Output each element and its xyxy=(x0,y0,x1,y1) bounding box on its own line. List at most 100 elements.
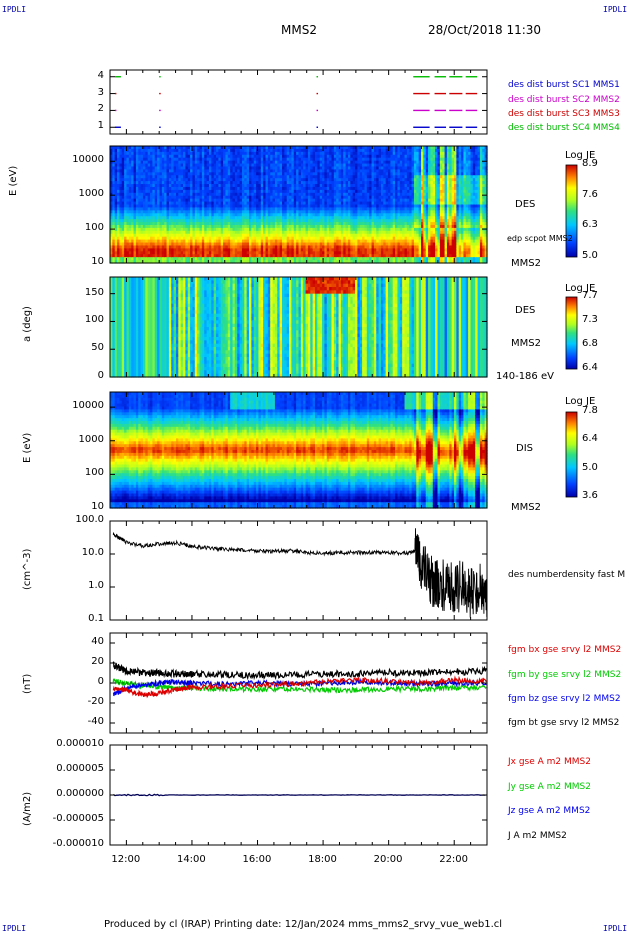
legend-burst-mms4: des dist burst SC4 MMS4 xyxy=(508,123,620,133)
des-energy-sc-label: MMS2 xyxy=(511,258,541,269)
pitch-angle-label: DES xyxy=(515,305,536,316)
current-ylabel: (A/m2) xyxy=(22,791,33,826)
des-energy-ytick: 10000 xyxy=(72,154,104,166)
burst-mark xyxy=(316,109,319,112)
dis-energy-frame xyxy=(109,391,488,509)
pitch-angle-colorbar-title: Log JE xyxy=(565,283,596,294)
burst-segment xyxy=(465,109,478,112)
legend-by: fgm by gse srvy l2 MMS2 xyxy=(508,670,622,680)
burst-segment xyxy=(465,76,478,78)
bfield-line-bt xyxy=(112,661,487,681)
des-energy-ylabel: E (eV) xyxy=(8,165,19,196)
legend-burst-mms1: des dist burst SC1 MMS1 xyxy=(508,80,620,90)
burst-segment xyxy=(434,76,447,78)
bfield-ytick: -40 xyxy=(87,716,104,727)
bfield-ytick: -20 xyxy=(87,696,104,707)
time-tick-label: 20:00 xyxy=(373,854,403,865)
burst-segment xyxy=(449,92,463,95)
des-energy-spectrogram xyxy=(110,146,488,264)
burst-ytick: 3 xyxy=(97,86,104,98)
edp-scpot-label: edp scpot MMS2 xyxy=(507,234,573,243)
legend-jx: Jx gse A m2 MMS2 xyxy=(508,757,591,767)
des-energy-ytick: 10 xyxy=(91,256,104,267)
legend-bt: fgm bt gse srvy l2 MMS2 xyxy=(508,718,620,728)
time-tick-label: 12:00 xyxy=(111,854,141,865)
pitch-frame xyxy=(109,276,488,378)
dis-energy-label: DIS xyxy=(516,443,533,454)
legend-bz: fgm bz gse srvy l2 MMS2 xyxy=(508,694,621,704)
legend-jy: Jy gse A m2 MMS2 xyxy=(508,782,591,792)
time-tick-label: 14:00 xyxy=(176,854,206,865)
density-frame xyxy=(109,520,488,621)
pitch-angle-ylabel: a (deg) xyxy=(22,306,33,342)
pitch-ytick: 0 xyxy=(97,370,104,381)
density-ytick: 10.0 xyxy=(81,547,104,558)
datetime-title: 28/Oct/2018 11:30 xyxy=(428,23,542,37)
dis-energy-spectrogram xyxy=(110,392,488,509)
time-tick-label: 16:00 xyxy=(242,854,272,865)
current-ytick: -0.000005 xyxy=(52,813,104,824)
burst-segment xyxy=(413,76,430,78)
des-energy-colorbar-tick: 5.0 xyxy=(582,250,598,261)
dis-energy-colorbar-title: Log JE xyxy=(565,396,596,407)
pitch-angle-colorbar-tick: 6.4 xyxy=(582,362,598,373)
bfield-line-bx xyxy=(112,675,487,699)
burst-mark xyxy=(316,76,319,78)
legend-burst-mms3: des dist burst SC3 MMS3 xyxy=(508,109,620,119)
dis-energy-ytick: 10 xyxy=(91,501,104,512)
bfield-line-by xyxy=(112,678,487,695)
dis-energy-colorbar-tick: 6.4 xyxy=(582,433,598,445)
burst-mark xyxy=(114,109,117,112)
bfield-ytick: 20 xyxy=(91,656,104,667)
legend-burst-mms2: des dist burst SC2 MMS2 xyxy=(508,95,620,105)
density-ytick: 0.1 xyxy=(88,613,104,624)
burst-ytick: 4 xyxy=(97,69,104,81)
density-legend: des numberdensity fast M xyxy=(508,570,626,580)
bfield-line-bz xyxy=(112,677,487,697)
footer-text: Produced by cl (IRAP) Printing date: 12/… xyxy=(104,919,503,930)
burst-segment xyxy=(449,109,463,112)
legend-jz: Jz gse A m2 MMS2 xyxy=(508,806,591,816)
dis-energy-colorbar-tick: 3.6 xyxy=(582,490,598,501)
burst-mark xyxy=(159,92,161,95)
dis-energy-ytick: 10000 xyxy=(72,400,104,412)
legend-j: J A m2 MMS2 xyxy=(508,831,567,841)
pitch-ytick: 100 xyxy=(84,314,104,326)
des-energy-colorbar-tick: 6.3 xyxy=(582,219,598,231)
burst-mark xyxy=(114,92,117,95)
des-energy-colorbar xyxy=(565,164,578,258)
pitch-ytick: 150 xyxy=(84,286,104,298)
corner-mark-top-right: IPDLI xyxy=(603,5,628,14)
pitch-angle-colorbar-tick: 7.3 xyxy=(582,314,598,325)
corner-mark-top-left: IPDLI xyxy=(2,5,27,14)
dis-energy-colorbar-tick: 7.8 xyxy=(582,405,598,416)
des-energy-ytick: 1000 xyxy=(78,188,104,200)
density-ytick: 100.0 xyxy=(75,514,104,525)
burst-segment xyxy=(413,126,430,128)
pitch-ytick: 50 xyxy=(91,342,104,354)
time-tick-label: 18:00 xyxy=(308,854,337,865)
burst-segment xyxy=(434,126,447,128)
dis-energy-colorbar xyxy=(565,411,578,498)
burst-mark xyxy=(316,126,319,128)
current-ytick: -0.000010 xyxy=(52,838,104,849)
des-energy-ytick: 100 xyxy=(84,222,104,234)
pitch-angle-colorbar-tick: 6.8 xyxy=(582,338,598,349)
burst-segment xyxy=(413,92,430,95)
burst-segment xyxy=(465,126,478,128)
burst-mark xyxy=(114,126,121,128)
current-line xyxy=(112,793,486,797)
pitch-angle-colorbar-tick: 7.7 xyxy=(582,290,598,301)
burst-segment xyxy=(434,92,447,95)
bfield-ytick: 40 xyxy=(91,636,104,647)
density-line xyxy=(112,528,488,618)
dis-energy-ylabel: E (eV) xyxy=(22,432,33,463)
current-ytick: 0.000005 xyxy=(56,763,104,774)
bfield-ytick: 0 xyxy=(97,676,104,687)
corner-mark-bottom-right: IPDLI xyxy=(603,924,628,933)
current-ytick: 0.000000 xyxy=(56,788,104,799)
corner-mark-bottom-left: IPDLI xyxy=(2,924,27,933)
burst-mark xyxy=(114,76,121,78)
burst-ytick: 1 xyxy=(97,120,104,132)
dis-energy-sc-label: MMS2 xyxy=(511,502,541,513)
